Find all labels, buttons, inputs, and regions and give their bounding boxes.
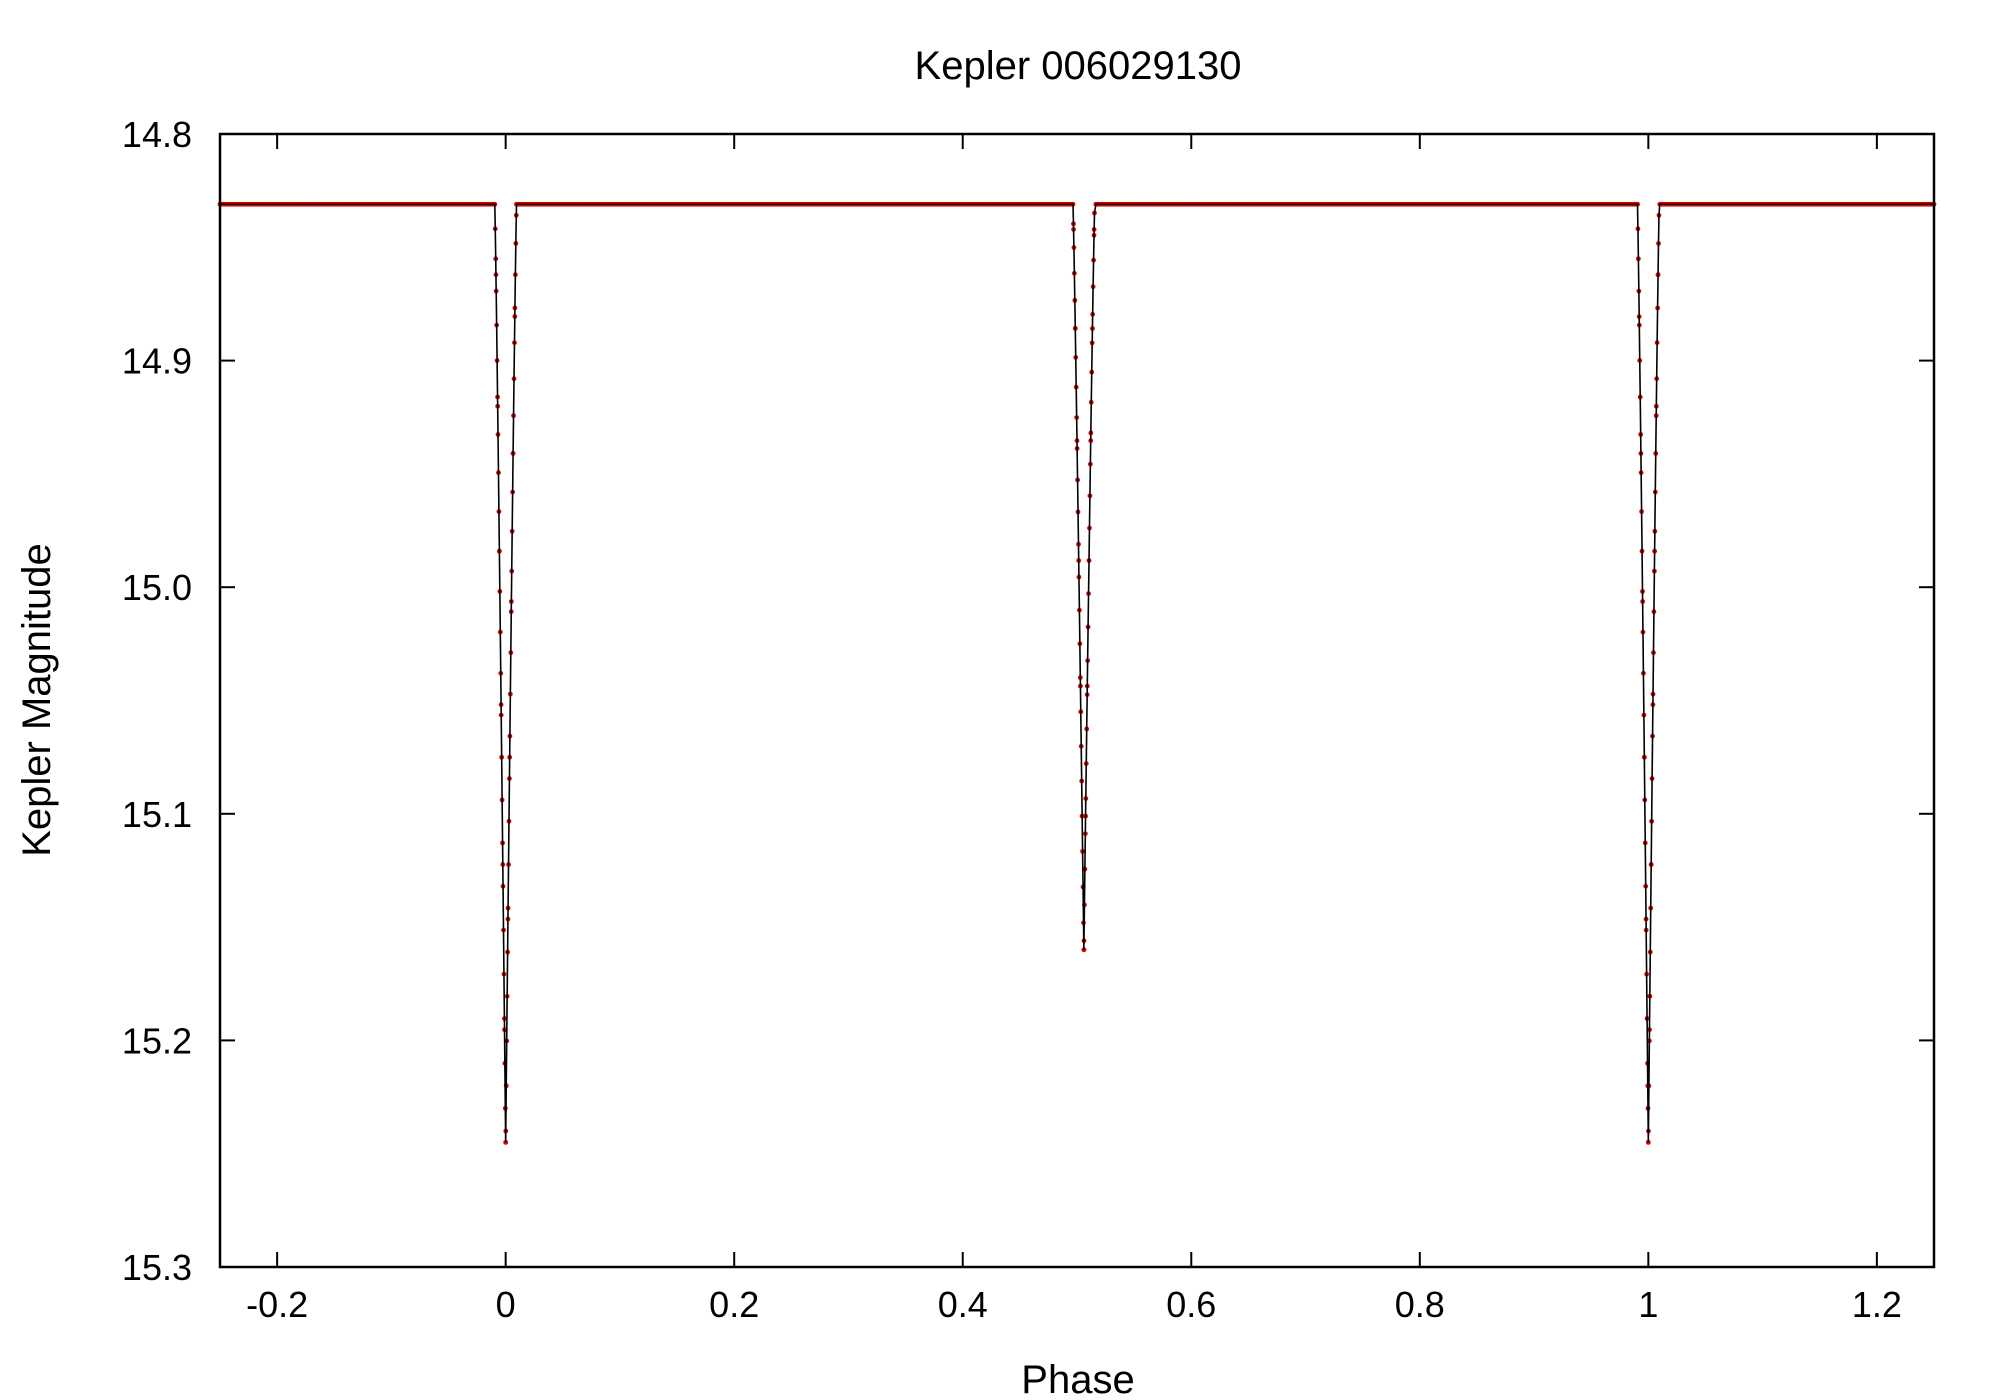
axis-ticks (220, 133, 1934, 1268)
model-curve (220, 203, 1934, 1143)
x-tick-label: 0.2 (709, 1284, 759, 1325)
y-tick-label: 14.8 (122, 114, 192, 155)
x-tick-label: 0 (496, 1284, 516, 1325)
y-tick-label: 15.2 (122, 1020, 192, 1061)
y-tick-label: 15.1 (122, 794, 192, 835)
y-axis-label: Kepler Magnitude (15, 543, 59, 857)
x-tick-label: 1.2 (1852, 1284, 1902, 1325)
y-tick-label: 14.9 (122, 341, 192, 382)
plot-frame (218, 132, 1936, 1269)
y-tick-label: 15.0 (122, 567, 192, 608)
x-tick-label: 0.6 (1166, 1284, 1216, 1325)
x-tick-label: 0.8 (1395, 1284, 1445, 1325)
x-tick-label: -0.2 (246, 1284, 308, 1325)
data-marks (217, 201, 1937, 1145)
x-tick-label: 0.4 (938, 1284, 988, 1325)
x-axis-label: Phase (1021, 1358, 1134, 1400)
chart-title: Kepler 006029130 (915, 44, 1242, 88)
axis-tick-labels: -0.2 0 0.2 0.4 0.6 0.8 1 1.2 14.8 14.9 15.0 15.1 15.… (122, 114, 1902, 1325)
y-tick-label: 15.3 (122, 1247, 192, 1288)
x-tick-label: 1 (1638, 1284, 1658, 1325)
